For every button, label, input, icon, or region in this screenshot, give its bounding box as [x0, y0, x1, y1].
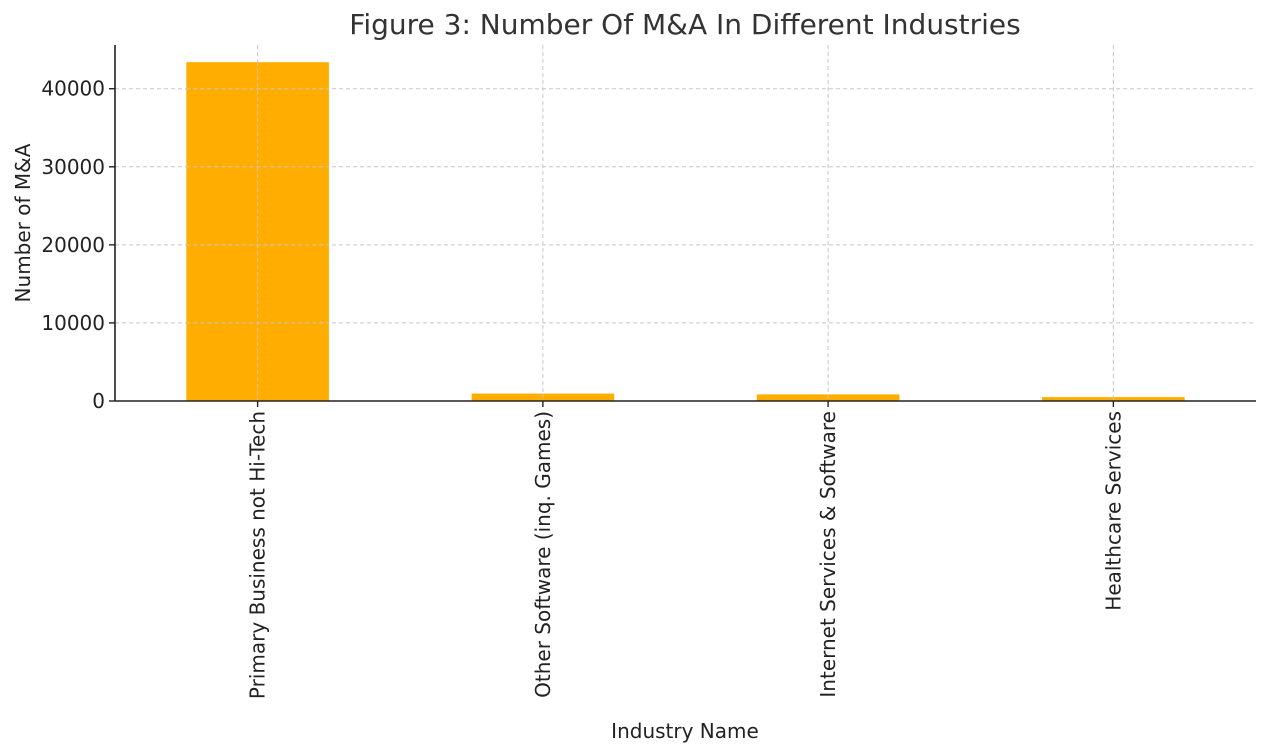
axes — [109, 45, 1256, 407]
x-tick-label-healthcare-services: Healthcare Services — [1101, 411, 1125, 611]
y-tick-label-30000: 30000 — [41, 155, 105, 179]
x-tick-label-other-software-inq-games: Other Software (inq. Games) — [531, 411, 555, 698]
x-tick-label-internet-services-software: Internet Services & Software — [816, 411, 840, 698]
chart-title: Figure 3: Number Of M&A In Different Ind… — [349, 8, 1020, 41]
x-tick-labels: Primary Business not Hi-Tech Other Softwa… — [246, 411, 1126, 699]
y-axis-label: Number of M&A — [11, 143, 35, 302]
y-tick-label-20000: 20000 — [41, 233, 105, 257]
y-tick-label-10000: 10000 — [41, 311, 105, 335]
y-tick-label-0: 0 — [92, 389, 105, 413]
y-tick-label-40000: 40000 — [41, 77, 105, 101]
x-tick-label-primary-business-not-hi-tech: Primary Business not Hi-Tech — [246, 411, 270, 699]
y-tick-labels: 0 10000 20000 30000 40000 — [41, 77, 105, 413]
bars — [186, 62, 1185, 401]
x-axis-label: Industry Name — [611, 719, 759, 743]
